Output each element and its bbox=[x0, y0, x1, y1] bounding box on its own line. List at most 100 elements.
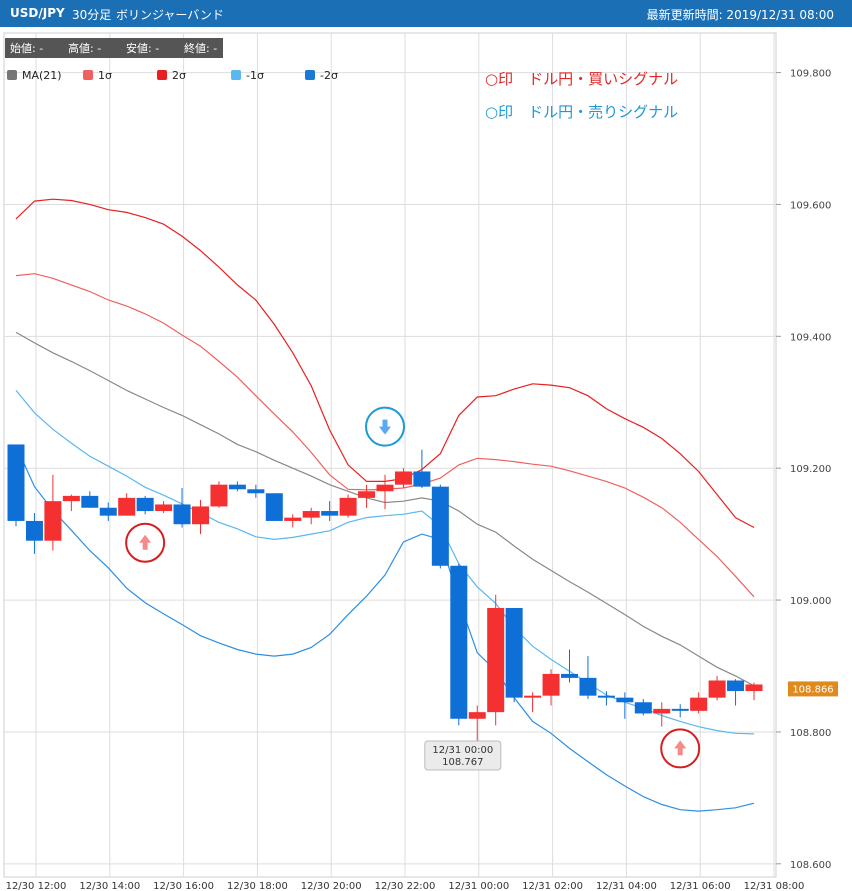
candle bbox=[524, 692, 542, 713]
buy-signal-marker bbox=[125, 522, 166, 563]
candle bbox=[394, 468, 412, 488]
candle-body bbox=[745, 684, 763, 692]
candle bbox=[727, 679, 745, 706]
candle bbox=[671, 704, 689, 718]
legend: MA(21) 1σ 2σ -1σ -2σ bbox=[7, 69, 338, 82]
signals bbox=[125, 406, 701, 769]
candle bbox=[173, 487, 191, 528]
candle-body bbox=[265, 493, 283, 521]
candle-body bbox=[468, 712, 486, 719]
y-tick-label: 109.400 bbox=[790, 332, 831, 343]
candle-body bbox=[597, 695, 615, 698]
candle bbox=[136, 495, 154, 515]
legend-item: 2σ bbox=[157, 69, 186, 82]
grid bbox=[3, 32, 781, 878]
ohlc-item: 終値: - bbox=[184, 41, 217, 55]
y-tick-label: 109.200 bbox=[790, 464, 831, 475]
candle-body bbox=[561, 673, 578, 678]
legend-label: -1σ bbox=[246, 69, 264, 82]
candles bbox=[7, 444, 763, 754]
candle bbox=[321, 501, 339, 521]
candle-body bbox=[524, 695, 542, 698]
candle-body bbox=[228, 484, 246, 490]
up-arrow-icon bbox=[674, 740, 687, 756]
minus1-sigma-line bbox=[15, 390, 755, 735]
legend-item: -2σ bbox=[305, 69, 338, 82]
candle bbox=[579, 656, 597, 699]
tooltip-value: 108.767 bbox=[442, 757, 483, 768]
candle bbox=[597, 691, 615, 706]
current-price-tag: 108.866 bbox=[788, 681, 838, 697]
candle-body bbox=[690, 697, 708, 711]
buy-signal-marker bbox=[660, 728, 701, 769]
candle-body bbox=[81, 495, 99, 508]
minus2-sigma-line bbox=[15, 445, 755, 812]
legend-swatch bbox=[231, 70, 241, 80]
candle-body bbox=[136, 497, 154, 512]
timeframe-label: 30分足 bbox=[72, 8, 112, 22]
candle-body bbox=[671, 708, 689, 711]
x-tick-label: 12/30 20:00 bbox=[301, 881, 362, 891]
x-tick-label: 12/31 00:00 bbox=[448, 881, 509, 891]
y-tick-label: 109.000 bbox=[790, 596, 831, 607]
ohlc-background bbox=[5, 38, 223, 58]
axis-labels: 109.800 109.600 109.400 109.200 109.000 108.8… bbox=[6, 69, 832, 891]
candle-body bbox=[44, 501, 62, 541]
candle-body bbox=[653, 708, 671, 714]
candle bbox=[561, 649, 578, 683]
candle bbox=[265, 493, 283, 521]
candle-body bbox=[487, 607, 505, 713]
candle-body bbox=[708, 680, 726, 698]
candle bbox=[210, 481, 228, 508]
y-tick-label: 109.600 bbox=[790, 200, 831, 211]
current-price-label: 108.866 bbox=[792, 684, 833, 695]
candle bbox=[302, 507, 320, 525]
x-tick-label: 12/30 18:00 bbox=[227, 881, 288, 891]
candle bbox=[708, 675, 726, 701]
x-tick-label: 12/31 02:00 bbox=[522, 881, 583, 891]
x-tick-label: 12/31 04:00 bbox=[596, 881, 657, 891]
candle-body bbox=[376, 484, 394, 492]
candle-body bbox=[25, 520, 43, 541]
candle bbox=[413, 449, 431, 488]
x-tick-label: 12/31 08:00 bbox=[744, 881, 805, 891]
x-tick-label: 12/30 14:00 bbox=[79, 881, 140, 891]
legend-label: MA(21) bbox=[22, 69, 62, 82]
candle-body bbox=[542, 673, 560, 696]
candle-body bbox=[247, 489, 265, 494]
legend-swatch bbox=[7, 70, 17, 80]
candle bbox=[25, 513, 43, 554]
current-price-background bbox=[788, 681, 838, 697]
candle bbox=[487, 594, 505, 726]
candle bbox=[690, 692, 708, 714]
x-tick-label: 12/30 22:00 bbox=[375, 881, 436, 891]
candle-body bbox=[394, 471, 412, 485]
candle-body bbox=[413, 471, 431, 487]
candle bbox=[450, 563, 468, 726]
legend-label: -2σ bbox=[320, 69, 338, 82]
candle-body bbox=[284, 517, 302, 521]
legend-item: 1σ bbox=[83, 69, 112, 82]
candle-body bbox=[321, 511, 339, 516]
candle bbox=[284, 514, 302, 528]
buy-signal-note: ○印 ドル円・買いシグナル bbox=[485, 70, 678, 88]
candle bbox=[247, 484, 265, 498]
candle bbox=[653, 702, 671, 727]
legend-item: -1σ bbox=[231, 69, 264, 82]
candle-body bbox=[99, 507, 117, 516]
candle bbox=[431, 484, 449, 569]
sell-signal-note: ○印 ドル円・売りシグナル bbox=[485, 103, 678, 121]
down-arrow-icon bbox=[379, 419, 391, 435]
candle bbox=[339, 494, 357, 518]
candle bbox=[7, 444, 25, 527]
candle-body bbox=[302, 511, 320, 518]
bollinger-chart[interactable]: 109.800 109.600 109.400 109.200 109.000 108.8… bbox=[0, 27, 852, 891]
candle bbox=[155, 501, 173, 514]
x-tick-label: 12/31 06:00 bbox=[670, 881, 731, 891]
candle bbox=[62, 494, 80, 512]
candle-body bbox=[450, 565, 468, 719]
candle bbox=[99, 502, 117, 521]
candle-body bbox=[505, 607, 523, 698]
candle-body bbox=[634, 702, 652, 714]
candle bbox=[192, 499, 209, 535]
